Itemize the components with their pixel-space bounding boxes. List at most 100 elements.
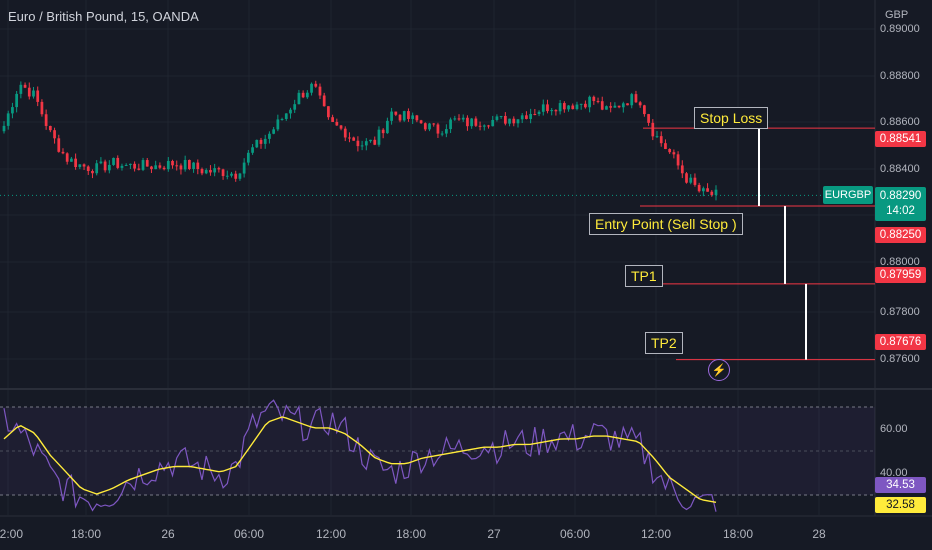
- candle-body: [82, 164, 86, 167]
- candle-body: [284, 113, 288, 119]
- candle-body: [179, 165, 183, 170]
- symbol-title[interactable]: Euro / British Pound, 15, OANDA: [8, 9, 199, 24]
- candle-body: [133, 163, 136, 169]
- time-axis-label: 12:00: [640, 527, 672, 541]
- candle-body: [457, 118, 461, 120]
- last-price-badge: 0.88290 14:02: [875, 187, 926, 221]
- candle-body: [398, 114, 402, 121]
- candle-body: [53, 130, 56, 139]
- candle-body: [613, 105, 617, 108]
- candle-body: [503, 115, 507, 124]
- candle-body: [508, 118, 511, 124]
- rsi-axis-label: 40.00: [880, 467, 908, 479]
- candle-body: [546, 104, 549, 112]
- candle-body: [651, 122, 655, 137]
- time-axis-label: 06:00: [559, 527, 591, 541]
- candle-body: [415, 115, 419, 121]
- currency-label: GBP: [885, 9, 909, 21]
- candle-body: [11, 107, 14, 114]
- time-axis-label: 06:00: [233, 527, 265, 541]
- candle-body: [305, 92, 309, 98]
- rsi-ma-line: [3, 416, 717, 503]
- tp1-annotation[interactable]: TP1: [625, 265, 663, 287]
- candle-body: [124, 165, 128, 167]
- rsi-ma-badge: 32.58: [875, 497, 926, 513]
- candle-body: [567, 105, 570, 110]
- price-axis-label: 0.88600: [880, 116, 920, 128]
- candle-body: [48, 125, 52, 131]
- stop-loss-price-badge: 0.88541: [875, 131, 926, 147]
- candle-body: [310, 83, 313, 93]
- candle-body: [394, 111, 398, 115]
- candle-body: [175, 165, 179, 167]
- candle-body: [225, 175, 229, 177]
- candle-body: [588, 96, 591, 108]
- candle-body: [668, 149, 672, 153]
- candle-body: [499, 115, 503, 117]
- candle-body: [626, 103, 629, 106]
- time-axis-label: 12:00: [315, 527, 347, 541]
- candle-body: [364, 141, 368, 146]
- time-axis-label: 18:00: [395, 527, 427, 541]
- candle-body: [343, 128, 347, 138]
- time-axis-label: 27: [487, 527, 501, 541]
- candle-body: [112, 157, 115, 165]
- candle-body: [32, 90, 35, 97]
- candle-body: [86, 166, 90, 171]
- candle-body: [348, 137, 351, 139]
- candle-body: [491, 119, 495, 127]
- candle-body: [377, 129, 381, 145]
- candle-body: [129, 163, 132, 166]
- candle-body: [495, 116, 499, 120]
- candle-body: [373, 139, 377, 145]
- candle-body: [680, 165, 684, 174]
- candle-body: [280, 118, 284, 120]
- candle-body: [664, 143, 667, 150]
- candle-body: [550, 110, 554, 112]
- candle-body: [162, 167, 166, 170]
- candle-body: [217, 168, 221, 170]
- candle-body: [571, 105, 575, 110]
- candle-body: [246, 152, 250, 163]
- candle-body: [183, 159, 187, 170]
- candle-body: [200, 169, 204, 174]
- lightning-bolt-icon[interactable]: ⚡: [708, 359, 730, 381]
- candle-body: [706, 188, 709, 192]
- candle-body: [331, 117, 334, 122]
- tp2-annotation[interactable]: TP2: [645, 332, 683, 354]
- candle-body: [436, 124, 440, 134]
- candle-body: [171, 160, 174, 166]
- candle-body: [150, 166, 153, 170]
- candle-body: [381, 129, 385, 134]
- candle-body: [335, 121, 339, 126]
- price-axis-label: 0.87600: [880, 353, 920, 365]
- entry-point-annotation[interactable]: Entry Point (Sell Stop ): [589, 213, 743, 235]
- candle-body: [655, 136, 659, 138]
- candle-body: [230, 173, 233, 176]
- candle-body: [701, 188, 705, 192]
- candle-body: [449, 119, 452, 130]
- candle-body: [584, 103, 587, 108]
- stop-loss-annotation[interactable]: Stop Loss: [694, 107, 769, 129]
- candle-body: [301, 92, 305, 98]
- price-axis-label: 0.88400: [880, 163, 920, 175]
- candle-body: [27, 87, 31, 97]
- candle-body: [40, 101, 44, 115]
- candle-body: [15, 93, 19, 108]
- candle-body: [263, 138, 267, 144]
- price-axis-label: 0.89000: [880, 23, 920, 35]
- entry-price-badge: 0.88250: [875, 227, 926, 243]
- candle-body: [710, 191, 714, 196]
- candle-body: [352, 137, 356, 141]
- candle-body: [558, 103, 562, 112]
- candle-body: [423, 123, 427, 130]
- candle-body: [158, 165, 162, 168]
- candle-body: [533, 113, 537, 115]
- candle-body: [605, 106, 608, 110]
- candle-body: [272, 129, 276, 134]
- candle-body: [596, 101, 600, 103]
- candle-body: [61, 151, 65, 154]
- rsi-axis-label: 60.00: [880, 423, 908, 435]
- candle-body: [440, 133, 444, 135]
